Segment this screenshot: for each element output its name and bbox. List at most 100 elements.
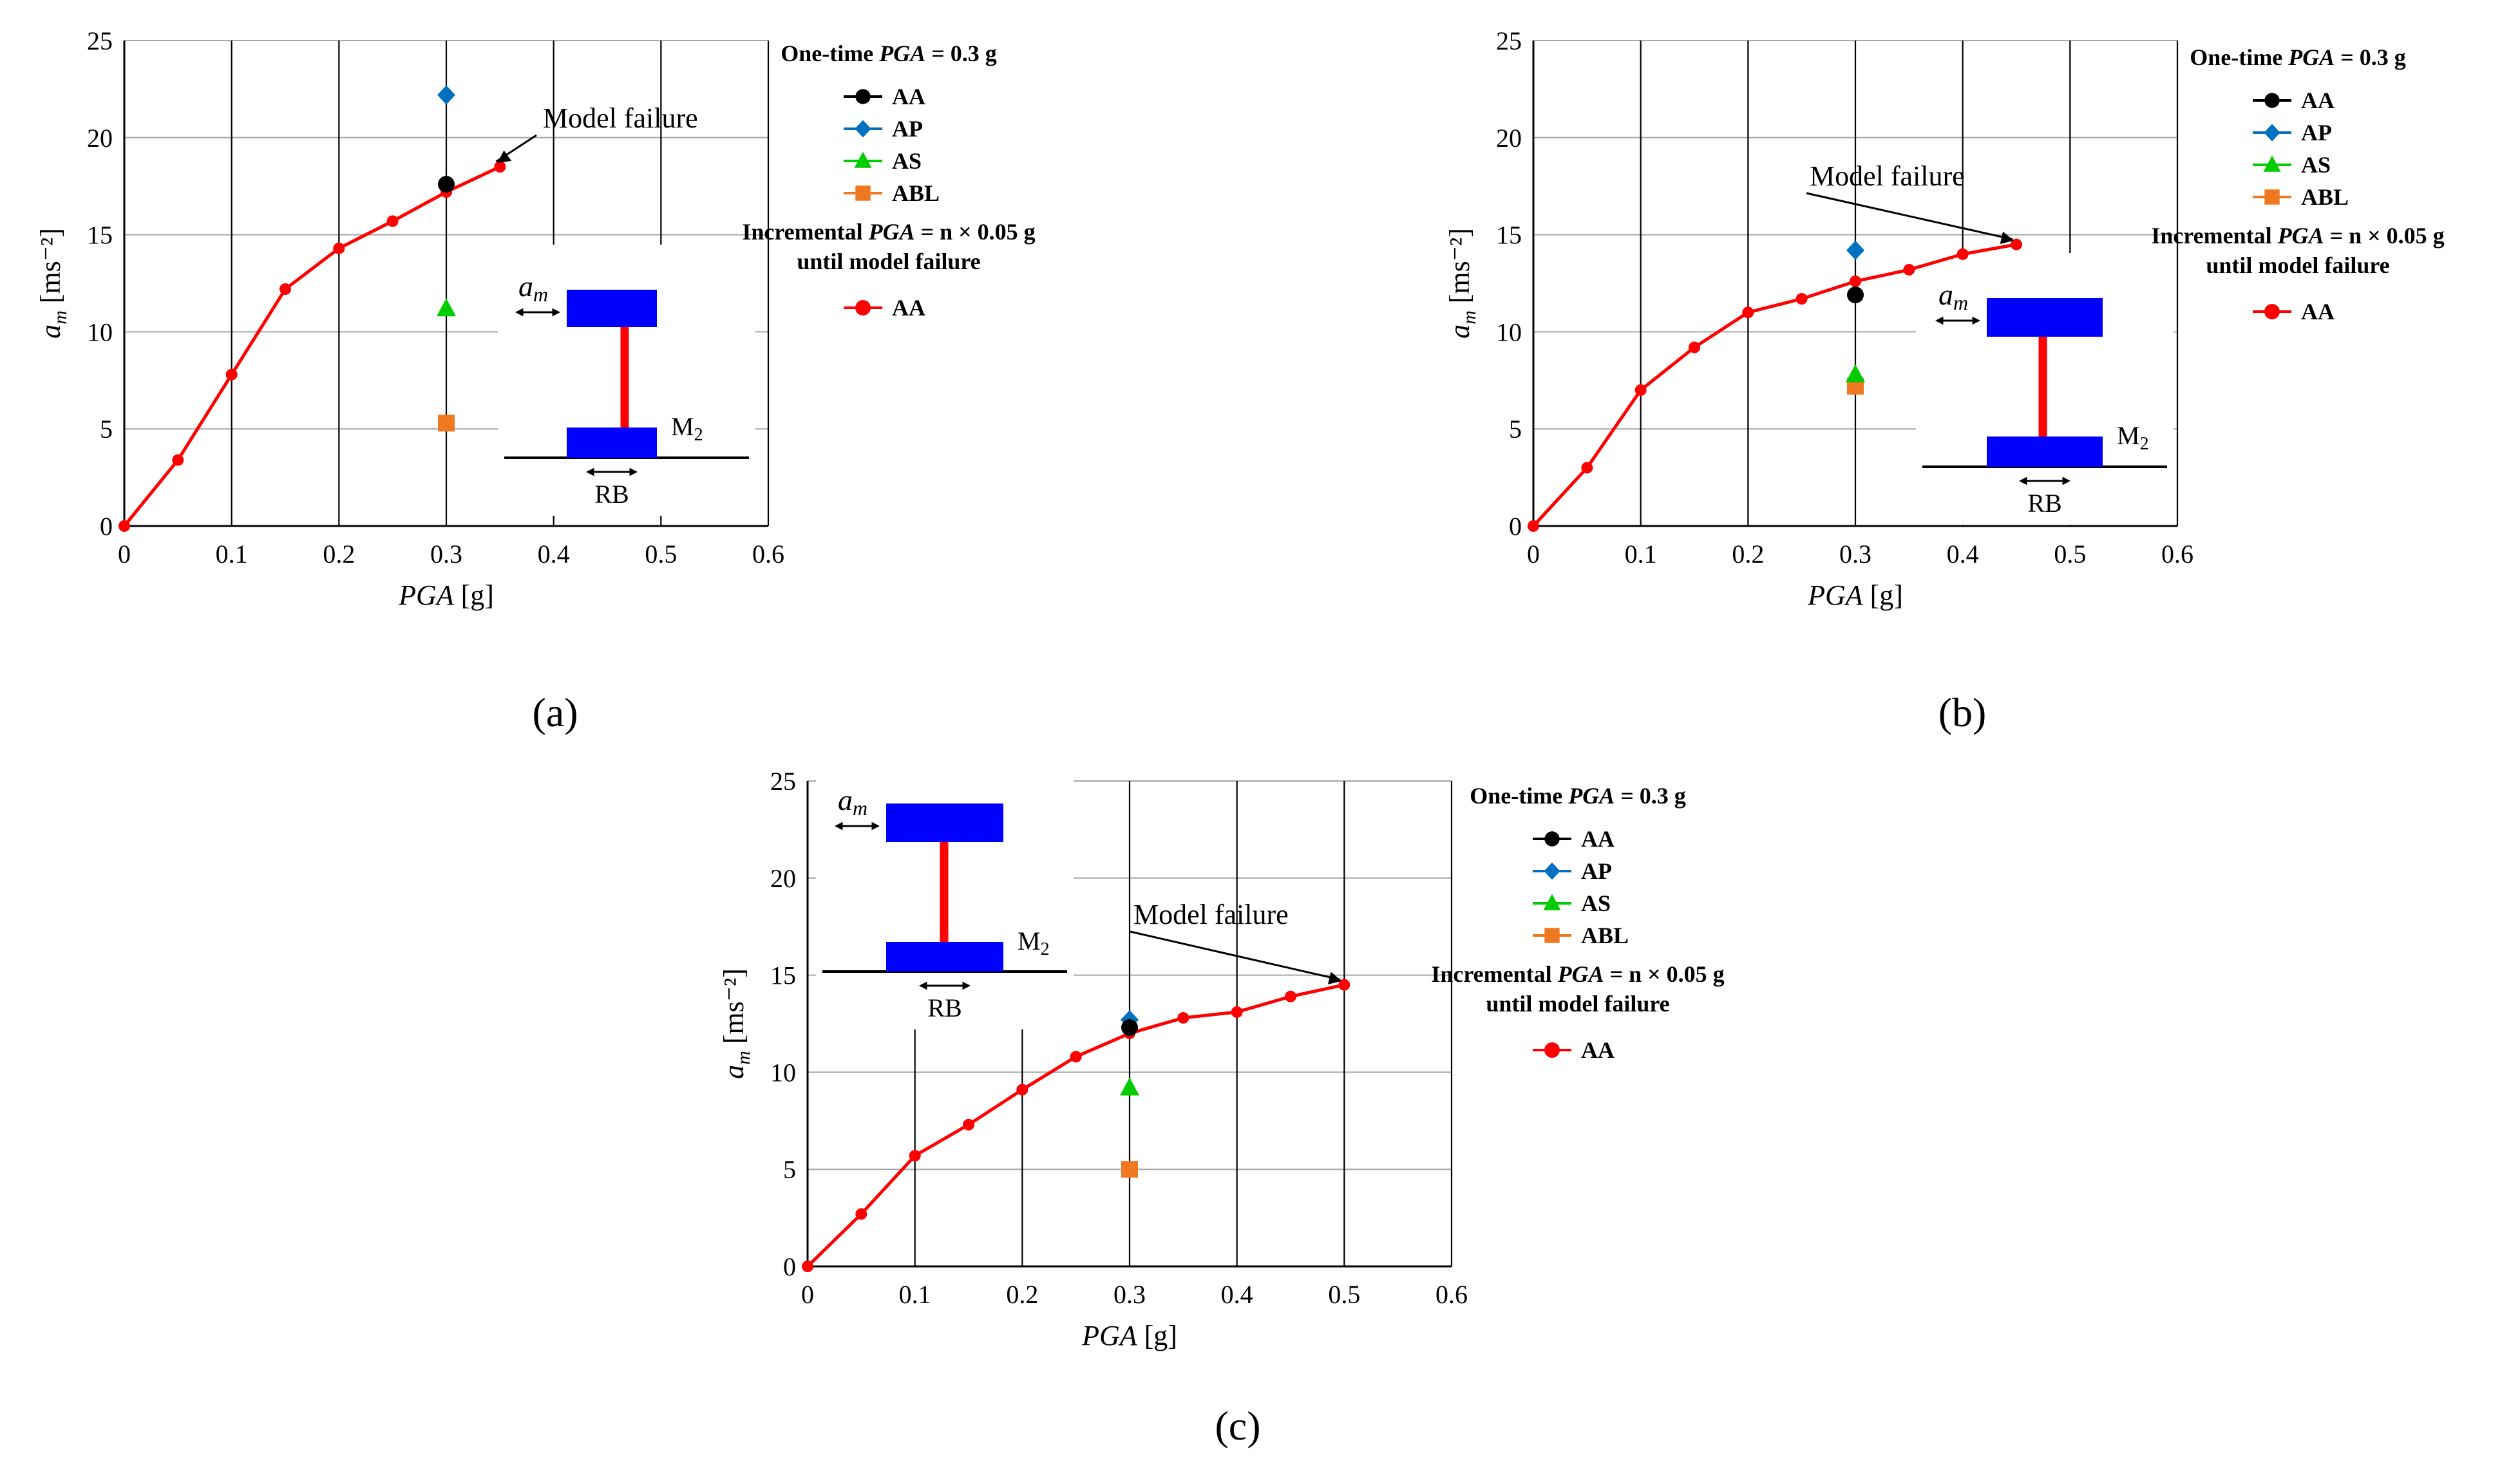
y-tick-label: 10: [87, 317, 113, 346]
legend-onetime-title: One-time PGA = 0.3 g: [2190, 44, 2405, 70]
y-tick-label: 0: [783, 1252, 796, 1281]
y-axis-label: am [ms⁻²]: [1444, 228, 1480, 339]
legend-marker-ap: [2264, 124, 2280, 142]
x-tick-label: 0.6: [752, 540, 784, 568]
top-mass-block: [886, 803, 1003, 842]
legend-marker-aa: [1544, 831, 1560, 847]
rb-arrow-left-head: [919, 981, 927, 990]
legend-label-incremental-aa: AA: [1581, 1037, 1615, 1063]
legend: One-time PGA = 0.3 g AA AP AS ABL Incremental…: [1431, 783, 1724, 1063]
legend-marker-aa: [2264, 93, 2280, 108]
y-tick-label: 25: [1496, 26, 1522, 55]
inset-model: am M2 RB: [498, 245, 755, 516]
incremental-aa-line: [123, 165, 501, 527]
panel-label: (a): [532, 690, 578, 735]
incremental-aa-point: [172, 454, 184, 466]
incremental-aa-point: [2011, 238, 2022, 250]
incremental-aa-point: [1903, 263, 1915, 276]
chart-panel-c: 0 5 10 15 20 25 0 0.1 0.2 0.3 0.4 0.5 0.6 PGA [g] am […: [718, 758, 1725, 1449]
inset-model: am M2 RB: [816, 758, 1074, 1029]
am-arrow-left-head: [515, 308, 524, 317]
incremental-aa-point: [1070, 1051, 1082, 1063]
base-block: [886, 942, 1003, 972]
legend-label-as: AS: [2301, 152, 2331, 178]
onetime-aa-point: [438, 176, 455, 193]
base-block: [1987, 437, 2103, 467]
am-label: am: [1938, 278, 1968, 314]
panel-label: (b): [1938, 690, 1987, 735]
x-tick-label: 0.5: [1328, 1280, 1360, 1309]
model-failure-arrow-line: [1130, 930, 1341, 981]
x-tick-label: 0.5: [645, 540, 677, 568]
rb-label: RB: [927, 993, 962, 1022]
rb-arrow-left-head: [2019, 476, 2027, 485]
x-tick-label: 0.6: [2161, 540, 2193, 568]
model-failure-arrow-head: [2000, 231, 2014, 245]
x-tick-label: 0.3: [1839, 540, 1871, 568]
model-failure-arrow-line: [1806, 192, 2013, 241]
rb-arrow-left-head: [586, 467, 594, 476]
y-axis-label: am [ms⁻²]: [35, 228, 71, 339]
legend-onetime-title: One-time PGA = 0.3 g: [1470, 783, 1685, 809]
incremental-aa-point: [1177, 1011, 1189, 1024]
incremental-aa-point: [1634, 384, 1647, 396]
incremental-aa-point: [1795, 293, 1808, 305]
incremental-aa-point: [909, 1150, 921, 1162]
top-mass-block: [567, 290, 657, 327]
am-arrow-left-head: [1935, 316, 1944, 325]
y-tick-label: 15: [770, 961, 796, 990]
legend-incremental-subtitle: until model failure: [1486, 991, 1669, 1017]
legend-marker-as: [2263, 155, 2281, 172]
legend-label-ap: AP: [1581, 858, 1612, 884]
legend-incremental-subtitle: until model failure: [797, 249, 980, 274]
legend-marker-abl: [855, 185, 871, 201]
mass-label: M2: [671, 412, 703, 445]
legend-label-aa: AA: [892, 84, 925, 109]
incremental-aa-point: [1338, 979, 1350, 991]
legend-incremental-title: Incremental PGA = n × 0.05 g: [742, 219, 1035, 245]
model-failure-arrow-head: [497, 150, 512, 164]
mass-label: M2: [2117, 421, 2149, 454]
model-failure-arrow-head: [1327, 972, 1342, 984]
onetime-as-point: [1846, 364, 1865, 382]
legend-marker-abl: [2264, 189, 2280, 205]
legend-incremental-title: Incremental PGA = n × 0.05 g: [1431, 961, 1724, 987]
legend-marker-abl: [1544, 928, 1560, 943]
x-axis-label: PGA [g]: [1081, 1320, 1177, 1351]
y-tick-label: 0: [100, 512, 113, 541]
incremental-aa-line: [1532, 243, 2017, 527]
incremental-aa-point: [1016, 1084, 1028, 1096]
x-tick-label: 0.4: [538, 540, 570, 568]
model-failure-label: Model failure: [1133, 899, 1289, 930]
x-tick-label: 0.1: [216, 540, 248, 568]
incremental-aa-point: [494, 161, 506, 173]
incremental-aa-point: [225, 368, 238, 380]
legend-label-aa: AA: [2301, 88, 2335, 113]
y-axis-label: am [ms⁻²]: [718, 968, 754, 1079]
legend: One-time PGA = 0.3 g AA AP AS ABL Incremental…: [742, 41, 1035, 321]
am-label: am: [838, 784, 867, 820]
legend-incremental-title: Incremental PGA = n × 0.05 g: [2151, 223, 2444, 249]
y-tick-label: 10: [770, 1058, 796, 1087]
legend-marker-incremental-aa: [1544, 1042, 1560, 1058]
onetime-aa-point: [1121, 1019, 1138, 1037]
am-arrow-right-head: [552, 308, 560, 317]
y-tick-label: 25: [87, 26, 113, 55]
x-tick-label: 0.1: [1625, 540, 1657, 568]
mass-label: M2: [1018, 926, 1050, 959]
rb-arrow-right-head: [629, 467, 638, 476]
inset-model: am M2 RB: [1916, 253, 2174, 525]
x-tick-label: 0: [118, 540, 131, 568]
model-failure-label: Model failure: [543, 102, 698, 134]
chart-panel-a: 0 5 10 15 20 25 0 0.1 0.2 0.3 0.4 0.5 0.6 PGA [g] am […: [35, 26, 1036, 735]
legend-label-as: AS: [892, 148, 922, 174]
y-tick-label: 5: [783, 1155, 796, 1184]
y-tick-label: 20: [770, 864, 796, 893]
chart-panel-b: 0 5 10 15 20 25 0 0.1 0.2 0.3 0.4 0.5 0.6 PGA [g] am […: [1444, 26, 2445, 735]
legend-marker-as: [854, 151, 872, 168]
y-tick-label: 5: [100, 415, 113, 444]
legend-marker-ap: [1544, 862, 1560, 880]
incremental-aa-point: [1850, 275, 1861, 287]
am-arrow-left-head: [835, 822, 843, 831]
am-arrow-right-head: [871, 822, 880, 831]
